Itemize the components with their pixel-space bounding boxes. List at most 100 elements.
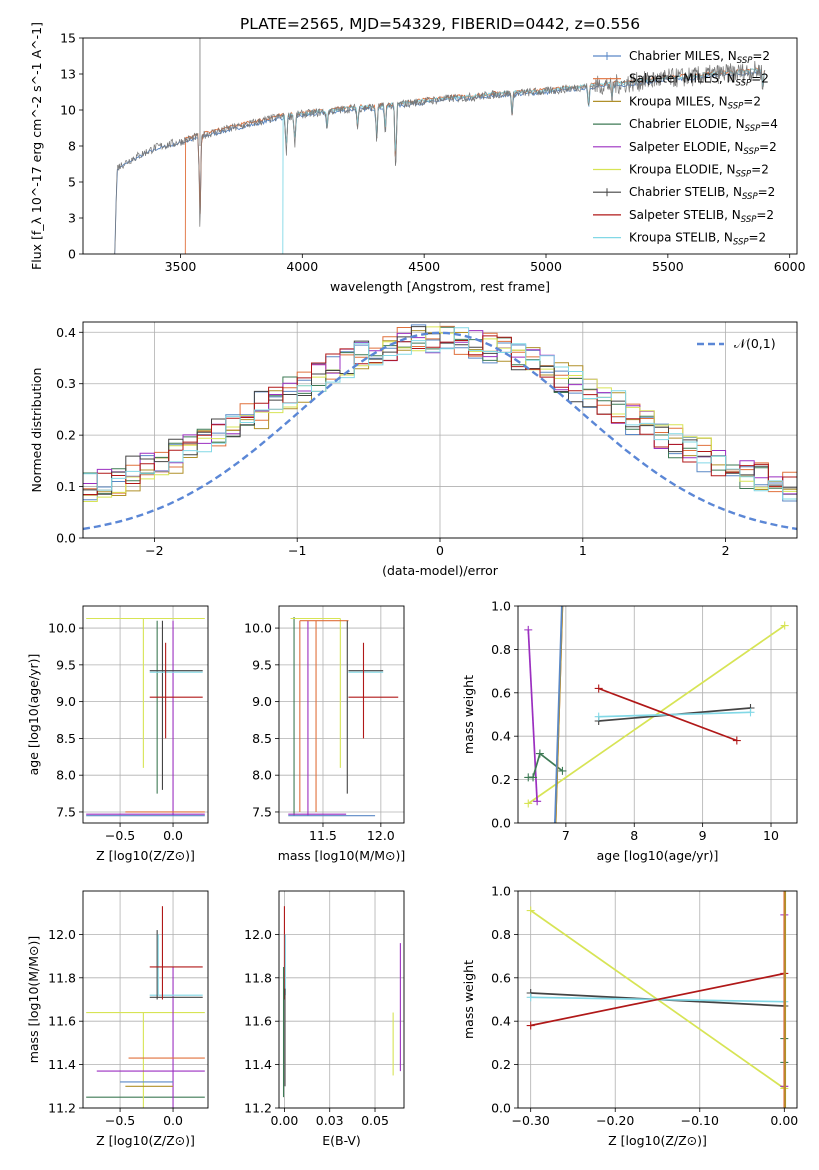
y-tick-label: 0 <box>68 247 76 262</box>
y-tick-label: 13 <box>60 67 76 82</box>
y-tick-label: 8.5 <box>252 731 272 746</box>
y-axis-label: mass weight <box>461 960 476 1039</box>
axes-frame <box>82 321 798 539</box>
y-tick-label: 11.6 <box>48 1014 76 1029</box>
x-tick-label: 2 <box>722 543 730 558</box>
y-tick-label: 9.5 <box>56 657 76 672</box>
y-tick-label: 0.8 <box>491 927 511 942</box>
y-tick-label: 10 <box>60 103 76 118</box>
y-tick-label: 0.3 <box>56 376 76 391</box>
y-tick-label: 1.0 <box>491 884 511 899</box>
y-tick-label: 7.5 <box>56 804 76 819</box>
y-tick-label: 0.2 <box>491 772 511 787</box>
y-axis-label: Flux [f_λ 10^-17 erg cm^-2 s^-1 A^-1] <box>29 22 44 270</box>
weight-line <box>598 687 738 742</box>
panel-weight-vs-z: −0.30 −0.20 −0.10 0.00 0.0 0.2 0.4 0.6 0.8 1.0 Z [… <box>461 884 798 1149</box>
y-tick-label: 9.0 <box>252 694 272 709</box>
x-tick-label: 3500 <box>165 259 197 274</box>
x-axis-label: (data-model)/error <box>382 563 499 578</box>
y-tick-label: 10.0 <box>48 621 76 636</box>
y-tick-label: 5 <box>68 175 76 190</box>
x-axis-label: Z [log10(Z/Z⊙)] <box>608 1133 707 1148</box>
x-tick-label: 5500 <box>652 259 684 274</box>
y-tick-label: 11.6 <box>244 1014 272 1029</box>
normal-curve <box>83 331 797 531</box>
panel-z-vs-age: −0.5 0.0 7.5 8.0 8.5 9.0 9.5 10.0 Z [log10(Z/Z⊙)… <box>26 605 209 863</box>
weight-point-marker <box>550 819 559 823</box>
y-tick-label: 0.4 <box>491 729 511 744</box>
legend-label: Kroupa STELIB, NSSP=2 <box>629 231 766 248</box>
y-tick-label: 0.8 <box>491 642 511 657</box>
x-tick-label: 4000 <box>286 259 318 274</box>
y-tick-label: 7.5 <box>252 804 272 819</box>
weight-point-marker <box>780 1104 789 1108</box>
histogram-series <box>83 326 797 502</box>
weight-point-marker <box>557 606 566 610</box>
y-tick-label: 12.0 <box>48 927 76 942</box>
weight-point-marker <box>780 891 789 895</box>
y-axis-label: mass [log10(M/M⊙)] <box>26 936 41 1064</box>
weight-point-marker <box>526 993 535 1002</box>
plot-area <box>83 324 797 531</box>
y-axis-label: mass weight <box>461 675 476 754</box>
x-axis-label: Z [log10(Z/Z⊙)] <box>96 848 195 863</box>
panel-weight-vs-age: 7 8 9 10 0.0 0.2 0.4 0.6 0.8 1.0 age [log10(age/yr… <box>461 599 798 863</box>
weight-point-marker <box>594 684 603 693</box>
weight-point-marker <box>524 625 533 634</box>
x-tick-label: −0.30 <box>512 1113 550 1128</box>
x-axis-label: age [log10(age/yr)] <box>597 848 719 863</box>
panel-z-vs-mass: −0.5 0.0 11.2 11.4 11.6 11.8 12.0 Z [log10(Z/Z⊙… <box>26 890 209 1148</box>
weight-point-marker <box>732 736 741 745</box>
x-tick-label: 5000 <box>530 259 562 274</box>
weight-point-marker <box>594 712 603 721</box>
x-tick-label: −0.5 <box>105 1113 135 1128</box>
weight-line <box>530 972 785 1027</box>
axes-frame <box>278 605 405 824</box>
axes-frame <box>82 890 209 1109</box>
panel-mass-vs-age: 11.5 12.0 7.5 8.0 8.5 9.0 9.5 10.0 mass [log10(M… <box>244 605 406 863</box>
x-axis-label: mass [log10(M/M⊙)] <box>278 848 406 863</box>
y-tick-label: 0.0 <box>56 531 76 546</box>
legend-label: Kroupa ELODIE, NSSP=2 <box>629 163 769 180</box>
panel-residuals: −2 −1 0 1 2 0.0 0.1 0.2 0.3 0.4 (data-model)/error… <box>29 321 798 578</box>
plot-area <box>526 891 790 1108</box>
weight-line <box>554 606 563 823</box>
y-tick-label: 0.6 <box>491 970 511 985</box>
weight-point-marker <box>781 1104 790 1108</box>
x-tick-label: 0.0 <box>163 1113 183 1128</box>
weight-line <box>527 629 538 802</box>
x-axis-label: Z [log10(Z/Z⊙)] <box>96 1133 195 1148</box>
y-tick-label: 1.0 <box>491 599 511 614</box>
weight-point-marker <box>781 891 790 895</box>
plot-area <box>288 617 399 817</box>
legend-label: Kroupa MILES, NSSP=2 <box>629 94 761 111</box>
x-tick-label: 10 <box>763 828 779 843</box>
y-tick-label: 11.4 <box>48 1057 76 1072</box>
y-tick-label: 10.0 <box>244 621 272 636</box>
x-tick-label: 0.00 <box>770 1113 798 1128</box>
x-tick-label: 0.03 <box>316 1113 344 1128</box>
y-tick-label: 0.0 <box>491 816 511 831</box>
panel-ebv-vs-mass: 0.00 0.03 0.05 11.2 11.4 11.6 11.8 12.0 E(B-V) <box>244 890 405 1148</box>
y-tick-label: 0.2 <box>56 428 76 443</box>
y-tick-label: 0.1 <box>56 479 76 494</box>
x-tick-label: −0.20 <box>596 1113 634 1128</box>
x-tick-label: 12.0 <box>367 828 395 843</box>
x-tick-label: 0.00 <box>271 1113 299 1128</box>
x-tick-label: 0 <box>436 543 444 558</box>
x-tick-label: 0.05 <box>361 1113 389 1128</box>
weight-point-marker <box>558 766 567 775</box>
y-tick-label: 9.5 <box>252 657 272 672</box>
weight-point-marker <box>529 773 538 782</box>
y-tick-label: 0.6 <box>491 685 511 700</box>
axes-frame <box>517 605 798 824</box>
axes-frame <box>82 605 209 824</box>
x-tick-label: 11.5 <box>309 828 337 843</box>
weight-point-marker <box>526 1021 535 1030</box>
x-tick-label: 6000 <box>774 259 806 274</box>
y-tick-label: 8 <box>68 139 76 154</box>
x-tick-label: 1 <box>579 543 587 558</box>
y-tick-label: 3 <box>68 211 76 226</box>
plot-area <box>86 906 205 1108</box>
plot-area <box>524 606 789 823</box>
